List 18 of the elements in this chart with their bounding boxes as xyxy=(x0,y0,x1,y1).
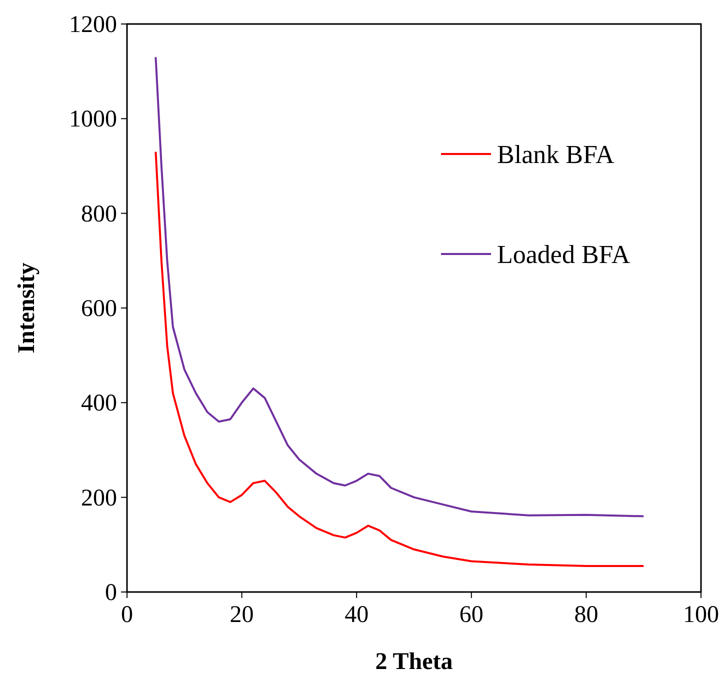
legend-label: Blank BFA xyxy=(497,140,614,169)
legend-label: Loaded BFA xyxy=(497,240,630,269)
x-tick-label: 60 xyxy=(459,602,484,628)
y-tick-label: 0 xyxy=(105,580,117,606)
y-tick-label: 600 xyxy=(81,296,117,322)
y-tick-label: 400 xyxy=(81,390,117,417)
x-tick-label: 20 xyxy=(230,602,254,628)
x-tick-label: 0 xyxy=(121,602,133,628)
y-tick-label: 800 xyxy=(81,201,117,228)
x-tick-label: 80 xyxy=(574,602,598,628)
y-tick-label: 1200 xyxy=(69,12,117,38)
x-tick-label: 40 xyxy=(344,602,369,628)
y-axis-title: Intensity xyxy=(14,262,40,354)
x-axis-title: 2 Theta xyxy=(375,649,453,675)
y-tick-label: 1000 xyxy=(69,106,117,133)
line-series xyxy=(154,56,645,518)
x-tick-label: 100 xyxy=(683,602,719,628)
y-tick-label: 200 xyxy=(81,485,117,512)
